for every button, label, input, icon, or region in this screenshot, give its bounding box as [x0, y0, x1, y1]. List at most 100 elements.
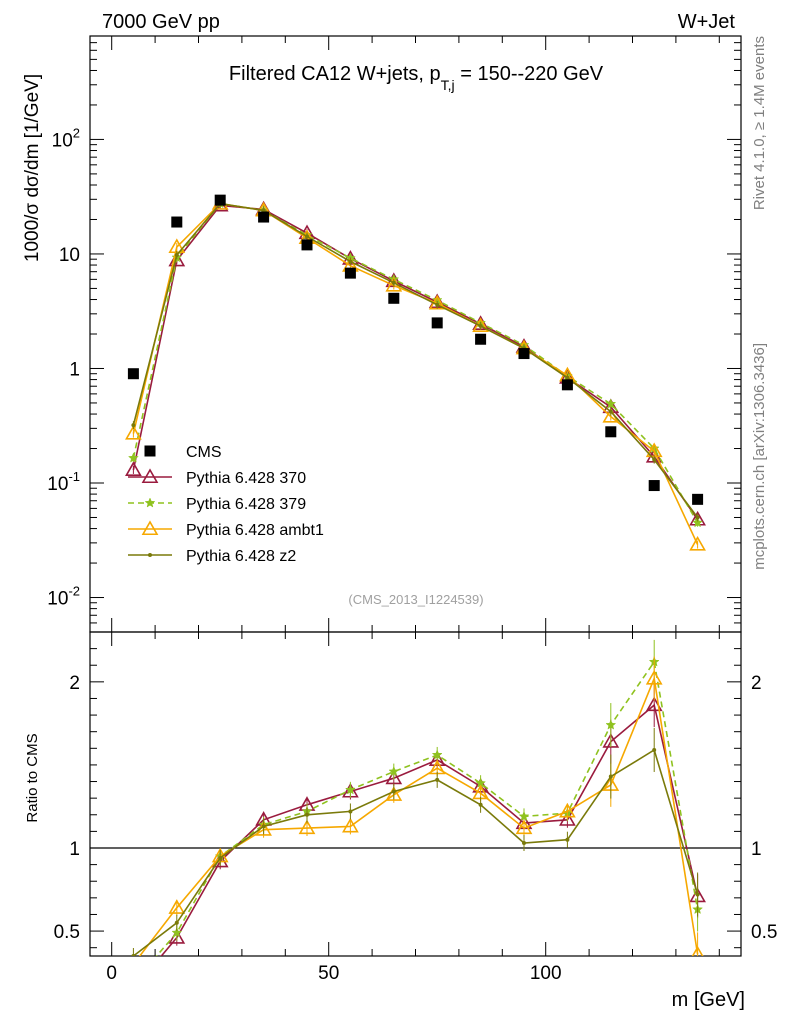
series-marker-3	[652, 457, 657, 462]
series-line-3	[132, 202, 699, 518]
main-plot-frame	[89, 35, 742, 633]
axis-ticks: 0 50 100 102 10 1 10-1 10-2 0.5 0.5 1 1 2 2	[47, 35, 777, 984]
ratio-marker-3	[435, 777, 440, 782]
ratio-marker-2	[342, 817, 359, 833]
ratio-marker-1	[388, 765, 400, 777]
ratio-marker-3	[174, 920, 179, 925]
ratio-marker-3	[565, 837, 570, 842]
ratio-marker-1	[605, 719, 617, 730]
legend: CMS Pythia 6.428 370 Pythia 6.428 379 Pythi…	[128, 444, 324, 565]
series-marker-3	[174, 252, 179, 257]
series-marker-1	[692, 517, 704, 528]
cms-data-point	[431, 317, 443, 329]
ratio-marker-1	[171, 927, 183, 938]
ratio-marker-2	[133, 955, 134, 956]
cms-data-point	[171, 216, 183, 228]
cms-data-points	[127, 194, 704, 505]
legend-marker-1	[144, 497, 156, 508]
cms-data-point	[388, 292, 400, 304]
cms-data-point	[301, 239, 313, 251]
ratio-tick-label-right: 2	[751, 673, 762, 694]
ratio-marker-3	[478, 802, 483, 807]
ratio-marker-2	[645, 669, 663, 685]
legend-marker-2	[141, 520, 159, 536]
cms-data-point	[561, 379, 573, 391]
cms-data-point	[692, 493, 704, 505]
x-tick-label: 0	[106, 963, 117, 984]
ratio-marker-0	[559, 811, 576, 826]
chart-title: Filtered CA12 W+jets, pT,j = 150--220 Ge…	[229, 63, 604, 93]
series-marker-3	[261, 208, 266, 213]
series-line-0	[132, 204, 699, 520]
ratio-marker-2	[559, 802, 576, 818]
ratio-marker-2	[168, 899, 186, 914]
y-tick-label: 102	[52, 125, 80, 151]
ratio-marker-1	[129, 978, 139, 987]
legend-label-0: Pythia 6.428 370	[186, 470, 306, 487]
series-marker-3	[391, 280, 396, 285]
series-marker-3	[695, 515, 700, 520]
series-marker-0	[125, 461, 142, 477]
ratio-tick-label: 0.5	[54, 922, 80, 943]
series-marker-3	[305, 234, 309, 239]
cms-data-point	[475, 333, 487, 345]
ratio-marker-0	[385, 769, 403, 785]
ratio-marker-3	[608, 774, 613, 779]
series-marker-3	[608, 409, 613, 414]
rivet-label: Rivet 4.1.0, ≥ 1.4M events	[751, 36, 768, 210]
ratio-line-2	[138, 675, 699, 956]
ratio-marker-2	[691, 945, 704, 956]
series-marker-2	[689, 535, 706, 551]
series-marker-3	[435, 302, 440, 307]
analysis-watermark: (CMS_2013_I1224539)	[348, 592, 483, 607]
series-line-2	[132, 202, 699, 545]
ratio-marker-1	[518, 810, 530, 822]
legend-cms-marker	[144, 445, 156, 457]
legend-label-2: Pythia 6.428 ambt1	[186, 522, 324, 539]
series-marker-1	[127, 452, 139, 463]
cms-data-point	[214, 194, 226, 206]
legend-marker-0	[141, 468, 159, 484]
ratio-marker-3	[261, 824, 266, 829]
ratio-marker-2	[515, 819, 533, 835]
ratio-marker-1	[344, 784, 356, 795]
cms-data-point	[258, 211, 270, 223]
legend-label-3: Pythia 6.428 z2	[186, 548, 296, 565]
cms-data-point	[605, 426, 617, 438]
ratio-marker-2	[298, 819, 316, 835]
ratio-tick-label: 2	[69, 673, 80, 694]
ratio-marker-3	[391, 789, 396, 794]
ratio-marker-0	[126, 982, 140, 994]
ratio-marker-3	[218, 855, 223, 860]
series-marker-3	[131, 423, 136, 428]
cms-data-point	[648, 480, 660, 492]
cms-data-point	[518, 348, 530, 360]
ratio-marker-1	[431, 749, 443, 760]
x-axis-label: m [GeV]	[672, 989, 745, 1011]
ratio-axis-label: Ratio to CMS	[24, 733, 41, 822]
ratio-marker-3	[305, 812, 309, 817]
cms-data-point	[344, 267, 356, 279]
x-tick-label: 50	[318, 963, 339, 984]
ratio-line-1	[155, 659, 699, 956]
cms-data-point	[127, 368, 139, 380]
ratio-marker-3	[131, 954, 136, 956]
series-marker-2	[125, 424, 142, 440]
ratio-line-3	[132, 748, 699, 956]
series-marker-3	[565, 375, 570, 380]
ratio-marker-3	[522, 841, 526, 846]
energy-label: 7000 GeV pp	[102, 11, 220, 33]
y-tick-label: 1	[69, 359, 80, 380]
legend-marker-3	[148, 553, 152, 557]
legend-cms-label: CMS	[186, 444, 222, 461]
ratio-marker-3	[695, 892, 700, 897]
series-marker-3	[478, 323, 483, 328]
y-tick-label: 10-2	[47, 584, 80, 610]
process-label: W+Jet	[678, 11, 736, 33]
ratio-tick-label: 1	[69, 839, 80, 860]
ratio-marker-3	[652, 747, 657, 752]
y-axis-label: 1000/σ dσ/dm [1/GeV]	[22, 74, 43, 262]
ratio-tick-label-right: 1	[751, 839, 762, 860]
ratio-series-lines	[126, 639, 706, 994]
